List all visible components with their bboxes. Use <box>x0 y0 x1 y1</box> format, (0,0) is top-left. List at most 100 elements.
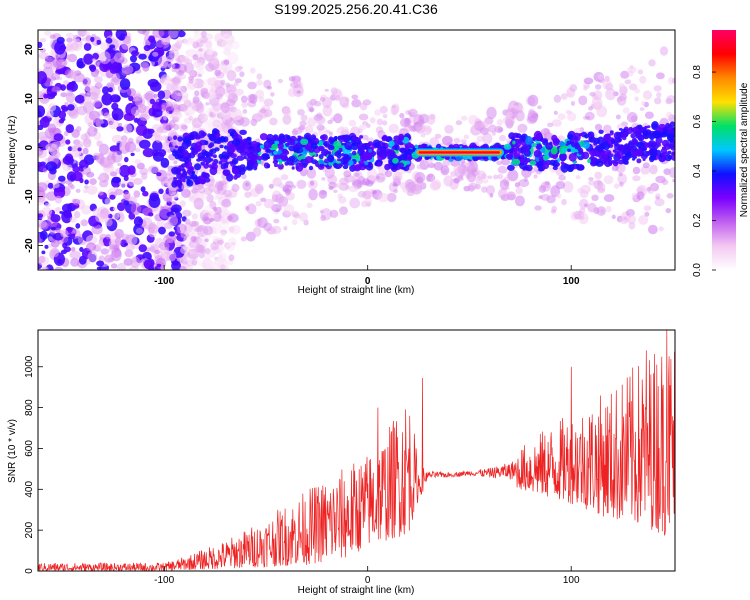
heatmap-cell <box>246 159 254 166</box>
heatmap-cell <box>618 172 623 177</box>
heatmap-cell <box>291 141 296 146</box>
heatmap-cell <box>651 121 659 131</box>
heatmap-cell <box>234 66 242 72</box>
heatmap-cell <box>146 247 151 252</box>
heatmap-cell <box>178 172 182 176</box>
heatmap-cell <box>570 141 579 148</box>
heatmap-cell <box>299 212 308 222</box>
heatmap-cell <box>109 171 118 177</box>
heatmap-cell <box>486 185 495 195</box>
heatmap-cell <box>368 149 372 153</box>
heatmap-cell <box>130 106 140 117</box>
heatmap-cell <box>319 209 324 214</box>
heatmap-cell <box>186 179 194 187</box>
heatmap-cell <box>103 156 113 164</box>
heatmap-cell <box>91 58 96 62</box>
heatmap-cell <box>528 108 535 116</box>
heatmap-cell <box>455 120 463 126</box>
heatmap-cell <box>426 174 432 182</box>
heatmap-cell <box>575 175 581 180</box>
heatmap-cell <box>566 91 573 98</box>
heatmap-cell <box>498 188 508 199</box>
heatmap-cell <box>402 186 409 193</box>
heatmap-cell <box>636 191 645 200</box>
heatmap-cell <box>64 101 69 107</box>
heatmap-cell <box>295 162 304 172</box>
heatmap-cell <box>416 176 424 184</box>
heatmap-x-ticks: -100 0 100 <box>154 265 580 287</box>
heatmap-cell <box>260 197 267 202</box>
heatmap-cell <box>208 183 216 193</box>
heatmap-cell <box>49 34 56 39</box>
heatmap-cell <box>191 213 198 220</box>
heatmap-cell <box>231 183 240 192</box>
heatmap-cell <box>136 124 148 136</box>
heatmap-cell <box>217 258 229 270</box>
snr-x-ticks: -100 0 100 <box>154 566 580 586</box>
heatmap-cell <box>116 126 124 132</box>
heatmap-cell <box>66 37 73 43</box>
heatmap-cell <box>246 137 251 141</box>
heatmap-cell <box>468 160 474 166</box>
heatmap-cell <box>533 149 543 158</box>
heatmap-cell <box>228 226 235 233</box>
heatmap-cell <box>67 104 75 111</box>
heatmap-cell <box>538 185 547 193</box>
heatmap-cell <box>602 141 610 151</box>
heatmap-cell <box>188 152 196 159</box>
heatmap-cell <box>410 110 417 116</box>
heatmap-cell <box>148 35 156 43</box>
heatmap-cell <box>234 78 242 84</box>
heatmap-cell <box>618 82 625 90</box>
heatmap-cell <box>124 156 129 163</box>
heatmap-cell <box>173 177 178 181</box>
heatmap-cell <box>560 161 565 165</box>
heatmap-cell <box>429 181 441 191</box>
heatmap-cell <box>578 212 589 225</box>
heatmap-cell <box>276 142 284 149</box>
heatmap-cell <box>134 147 141 153</box>
heatmap-cell <box>392 157 399 164</box>
heatmap-cell <box>321 134 328 141</box>
heatmap-cell <box>158 188 164 195</box>
heatmap-cell <box>236 155 245 161</box>
heatmap-cell <box>394 144 400 151</box>
heatmap-cell <box>661 146 666 150</box>
heatmap-cell <box>503 143 512 150</box>
heatmap-cell <box>101 93 113 106</box>
heatmap-cell <box>259 107 267 114</box>
heatmap-cell <box>300 154 306 160</box>
heatmap-cell <box>453 137 461 144</box>
heatmap-cell <box>229 132 234 137</box>
heatmap-cell <box>119 164 131 178</box>
heatmap-cell <box>283 107 292 118</box>
heatmap-cell <box>160 157 170 168</box>
heatmap-cell <box>76 60 84 69</box>
heatmap-cell <box>336 127 342 134</box>
heatmap-cell <box>220 102 229 109</box>
heatmap-cell <box>134 96 145 108</box>
heatmap-cell <box>151 108 163 118</box>
heatmap-cell <box>405 145 409 149</box>
heatmap-cell <box>308 148 315 153</box>
heatmap-cell <box>482 156 487 160</box>
heatmap-cell <box>84 84 94 92</box>
heatmap-cell <box>351 164 355 169</box>
heatmap-cell <box>582 151 590 160</box>
heatmap-cell <box>74 150 82 157</box>
heatmap-cell <box>56 36 65 44</box>
heatmap-cell <box>527 94 539 107</box>
heatmap-cell <box>166 193 173 199</box>
heatmap-cell <box>223 48 231 56</box>
heatmap-cell <box>223 154 229 160</box>
heatmap-cell <box>109 244 116 250</box>
heatmap-cell <box>94 69 100 74</box>
heatmap-cell <box>114 39 122 48</box>
heatmap-cell <box>171 109 182 120</box>
heatmap-cell <box>69 216 77 223</box>
heatmap-cell <box>54 41 66 55</box>
figure-title: S199.2025.256.20.41.C36 <box>274 1 438 17</box>
heatmap-cell <box>257 155 262 161</box>
heatmap-cell <box>637 134 643 141</box>
heatmap-cell <box>38 41 43 49</box>
